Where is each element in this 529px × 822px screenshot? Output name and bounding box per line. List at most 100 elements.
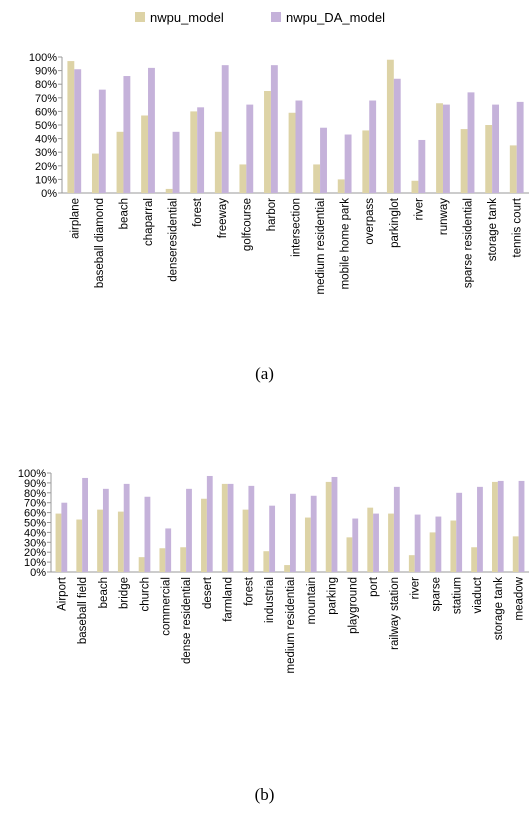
chart-a-legend-label-0: nwpu_model (150, 10, 224, 25)
chart-b-bar-nwpu_DA_model-2 (102, 488, 109, 572)
chart-b-x-tick-label: commercial (160, 577, 172, 636)
chart-a-y-tick-label: 90% (35, 66, 57, 78)
chart-a-y-tick-label: 100% (29, 52, 57, 64)
chart-a-bar-nwpu_DA_model-4 (172, 131, 180, 193)
chart-b-x-tick-label: statium (451, 577, 463, 614)
chart-a-bar-nwpu_model-1 (91, 153, 99, 193)
chart-b-y-tick-label: 80% (24, 488, 46, 500)
chart-b-bar-nwpu_DA_model-19 (456, 492, 463, 572)
chart-a-bar-nwpu_DA_model-17 (492, 104, 500, 193)
chart-a-legend: nwpu_model nwpu_DA_model (135, 10, 385, 25)
chart-a-x-tick-label: forest (192, 197, 204, 227)
chart-a-bar-nwpu_model-13 (386, 59, 394, 193)
chart-b-x-tick-label: church (140, 577, 152, 612)
chart-b-x-tick-label: dense residential (181, 577, 193, 664)
chart-b-y-tick-label: 20% (24, 547, 46, 559)
chart-a-bar-nwpu_model-15 (436, 103, 443, 193)
chart-b-bar-nwpu_model-15 (367, 507, 374, 572)
chart-b-bar-nwpu_model-0 (55, 513, 62, 572)
chart-b-x-tick-label: playground (347, 577, 359, 634)
chart-a-bar-nwpu_DA_model-6 (221, 65, 229, 193)
chart-b-x-tick-label: parking (327, 577, 339, 615)
chart-a-bars (67, 59, 524, 193)
chart-b-bar-nwpu_DA_model-4 (144, 496, 151, 572)
chart-b-bar-nwpu_DA_model-11 (290, 493, 296, 572)
chart-b-bar-nwpu_model-3 (117, 511, 124, 572)
chart-b-x-axis: Airport baseball field beach bridge church co… (56, 576, 525, 673)
chart-a-y-tick-label: 50% (35, 120, 57, 132)
chart-a-legend-swatch-0 (135, 12, 145, 22)
chart-b-y-axis: 0%10%20%30%40%50%60%70%80%90%100% (18, 468, 52, 579)
chart-b-y-tick-label: 100% (18, 468, 46, 480)
chart-b-x-tick-label: industrial (264, 577, 276, 623)
chart-a-bar-nwpu_model-3 (141, 115, 149, 193)
chart-a-x-tick-label: chaparral (143, 198, 155, 246)
chart-b-bar-nwpu_model-18 (429, 532, 436, 572)
chart-a-y-tick-label: 70% (35, 93, 57, 105)
chart-b-x-tick-label: port (368, 576, 380, 597)
chart-a-bar-nwpu_DA_model-10 (320, 127, 327, 193)
chart-b-x-tick-label: Airport (56, 576, 68, 611)
chart-a-bar-nwpu_DA_model-18 (516, 101, 524, 193)
chart-a-bar-nwpu_model-6 (214, 131, 222, 193)
chart-a-bar-nwpu_model-0 (67, 61, 75, 193)
chart-a-x-tick-label: parkinglot (389, 197, 401, 248)
chart-a-bar-nwpu_DA_model-11 (344, 134, 352, 193)
chart-a-y-tick-label: 60% (35, 106, 57, 118)
chart-a-x-tick-label: baseball diamond (94, 198, 106, 288)
caption-b: (b) (254, 785, 275, 804)
chart-b-bar-nwpu_model-16 (388, 513, 394, 572)
chart-a-x-tick-label: tennis court (512, 197, 524, 257)
chart-b-bar-nwpu_model-2 (97, 509, 103, 572)
chart-a-y-tick-label: 0% (41, 188, 57, 200)
chart-a-bar-nwpu_model-12 (362, 130, 370, 193)
chart-b-bar-nwpu_model-12 (304, 517, 311, 572)
chart-b-x-tick-label: desert (202, 576, 214, 609)
chart-b-bar-nwpu_DA_model-0 (61, 502, 68, 572)
chart-a-y-tick-label: 10% (35, 174, 57, 186)
chart-b-x-tick-label: farmland (223, 577, 235, 622)
chart-b-bar-nwpu_DA_model-1 (82, 477, 88, 572)
chart-b-x-tick-label: river (410, 577, 422, 600)
chart-b-bar-nwpu_model-20 (471, 547, 478, 572)
chart-b-bar-nwpu_DA_model-17 (414, 514, 421, 572)
chart-b-bar-nwpu_model-7 (201, 498, 207, 572)
caption-a: (a) (255, 364, 274, 383)
chart-b-bar-nwpu_DA_model-10 (269, 505, 276, 572)
chart-b-bar-nwpu_model-21 (492, 481, 498, 572)
chart-a-bar-nwpu_DA_model-13 (393, 78, 401, 193)
chart-a-y-tick-label: 20% (35, 161, 57, 173)
chart-b-x-tick-label: viaduct (472, 576, 484, 613)
chart-b-bar-nwpu_DA_model-8 (227, 483, 234, 572)
chart-a-bar-nwpu_DA_model-15 (442, 104, 450, 193)
chart-b-bar-nwpu_model-6 (180, 547, 187, 572)
chart-b-y-tick-label: 0% (30, 567, 46, 579)
chart-b-bar-nwpu_DA_model-6 (186, 488, 192, 572)
chart-a-x-tick-label: freeway (217, 198, 229, 239)
chart-b-bar-nwpu_DA_model-9 (248, 485, 255, 572)
chart-b-bar-nwpu_DA_model-5 (165, 528, 172, 572)
chart-a-bar-nwpu_model-18 (509, 145, 517, 193)
chart-b-y-tick-label: 30% (24, 537, 46, 549)
chart-a-bar-nwpu_model-14 (411, 180, 419, 193)
chart-a-x-tick-label: storage tank (487, 198, 499, 262)
chart-b-bar-nwpu_DA_model-13 (331, 476, 338, 572)
chart-a-svg: nwpu_model nwpu_DA_model 0% 10%20% 30%40% 50%… (29, 10, 529, 295)
chart-b-y-tick-label: 60% (24, 508, 46, 520)
chart-a-bar-nwpu_DA_model-7 (246, 104, 254, 193)
chart-a-bar-nwpu_DA_model-8 (270, 65, 278, 193)
chart-a-bar-nwpu_model-11 (337, 179, 345, 193)
chart-b-bar-nwpu_DA_model-16 (393, 486, 400, 572)
chart-a-bar-nwpu_DA_model-0 (74, 69, 82, 193)
chart-b-bar-nwpu_model-13 (325, 481, 332, 572)
chart-a-legend-label-1: nwpu_DA_model (286, 10, 385, 25)
chart-a-x-tick-label: intersection (291, 198, 303, 257)
chart-b-x-tick-label: medium residential (285, 577, 297, 674)
chart-b-bar-nwpu_DA_model-20 (477, 486, 483, 572)
chart-a-x-tick-label: airplane (69, 198, 81, 239)
chart-b-bar-nwpu_DA_model-15 (373, 513, 379, 572)
chart-b-y-tick-label: 10% (24, 557, 46, 569)
chart-a-x-tick-label: sparse residential (463, 198, 475, 288)
chart-b-bars (55, 475, 525, 572)
chart-a-x-tick-label: medium residential (315, 198, 327, 295)
